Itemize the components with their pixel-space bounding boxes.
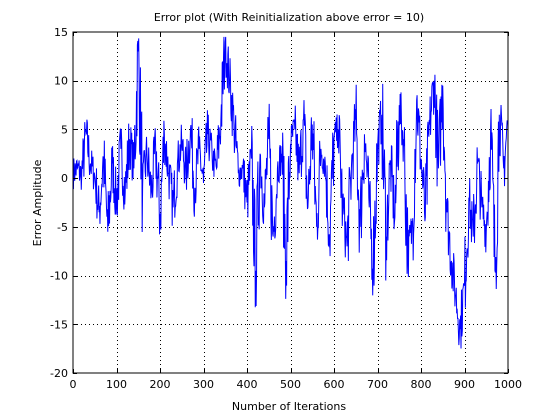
plot-frame (72, 31, 509, 374)
tick-labels: 0 100 200 300 400 500 600 700 800 900 1000-20-15-1… (50, 26, 522, 391)
y-tick-label: 5 (61, 123, 68, 136)
y-tick-label: -5 (57, 221, 68, 234)
y-tick-label: -10 (50, 270, 68, 283)
y-tick-label: 0 (61, 172, 68, 185)
y-tick-label: 10 (54, 75, 68, 88)
grid-lines (73, 32, 508, 373)
x-tick-label: 100 (106, 378, 127, 391)
y-tick-label: -15 (50, 318, 68, 331)
y-axis-title: Error Amplitude (31, 159, 44, 246)
x-tick-label: 900 (454, 378, 475, 391)
y-tick-label: 15 (54, 26, 68, 39)
x-tick-label: 400 (237, 378, 258, 391)
y-tick-label: -20 (50, 367, 68, 380)
x-tick-label: 500 (280, 378, 301, 391)
axis-ticks (73, 32, 509, 374)
x-tick-label: 300 (193, 378, 214, 391)
x-tick-label: 200 (150, 378, 171, 391)
x-tick-label: 700 (367, 378, 388, 391)
chart-title: Error plot (With Reinitialization above … (154, 11, 424, 24)
error-series-line (72, 36, 509, 349)
x-tick-label: 1000 (494, 378, 522, 391)
x-tick-label: 600 (324, 378, 345, 391)
x-tick-label: 0 (70, 378, 77, 391)
x-axis-title: Number of Iterations (232, 400, 346, 413)
plot-area (73, 32, 508, 373)
x-tick-label: 800 (411, 378, 432, 391)
